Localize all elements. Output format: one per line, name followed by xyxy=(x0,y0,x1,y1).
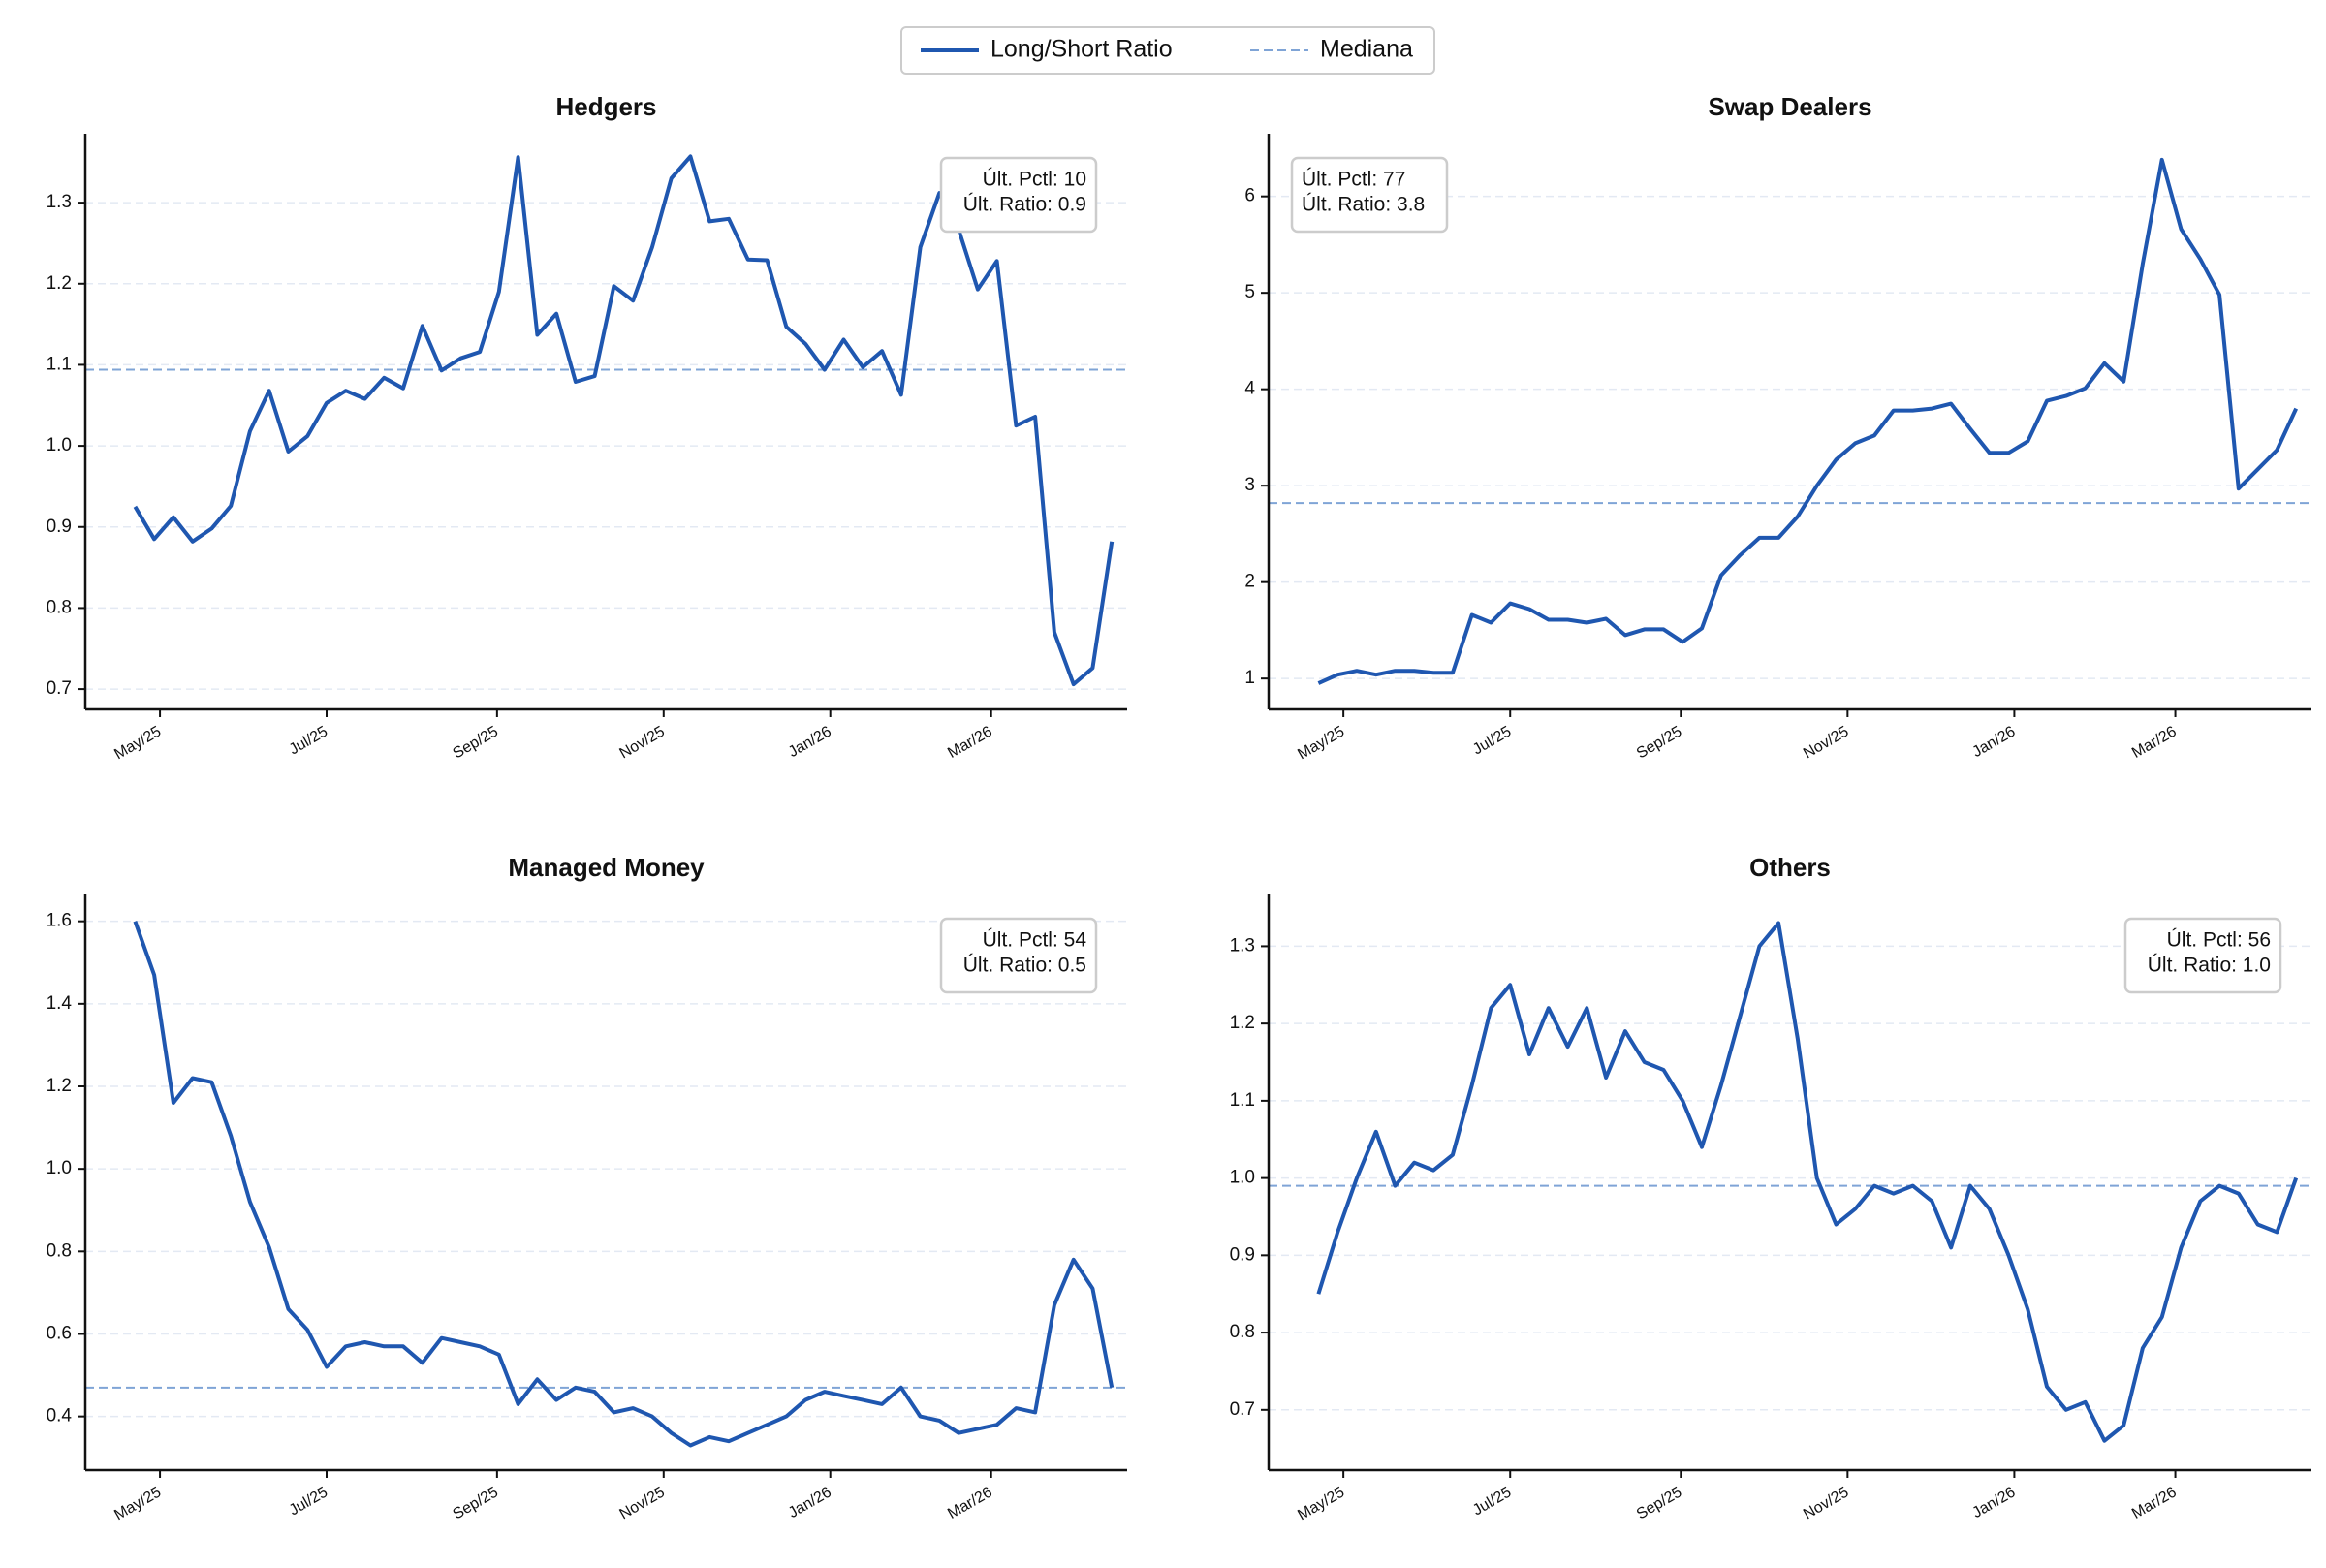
annotation-text: Últ. Ratio: 0.9 xyxy=(963,194,1086,216)
annotation-box xyxy=(939,917,1098,994)
ratio-line xyxy=(133,921,1115,1448)
y-tick-label: 0.6 xyxy=(47,1323,72,1343)
y-tick-label: 1.3 xyxy=(1230,935,1255,956)
y-tick-label: 0.9 xyxy=(47,517,72,537)
y-tick-label: 1.6 xyxy=(47,911,72,931)
y-tick-label: 0.8 xyxy=(47,597,72,617)
subplot-title: Hedgers xyxy=(555,92,656,121)
y-tick-label: 1.4 xyxy=(47,993,73,1014)
y-tick-label: 2 xyxy=(1244,572,1255,592)
annotation-text: Últ. Pctl: 54 xyxy=(983,929,1087,952)
subplot-title: Managed Money xyxy=(508,853,705,882)
annotation-text: Últ. Ratio: 3.8 xyxy=(1302,194,1425,216)
y-tick-label: 1.2 xyxy=(47,1076,72,1096)
legend: Long/Short Ratio Mediana xyxy=(900,26,1435,75)
annotation-box xyxy=(2123,917,2282,994)
annotation-text: Últ. Ratio: 0.5 xyxy=(963,955,1086,977)
y-tick-label: 1.3 xyxy=(47,192,72,212)
y-tick-label: 3 xyxy=(1244,475,1255,495)
y-tick-label: 0.8 xyxy=(1230,1322,1255,1342)
annotation-box xyxy=(1290,156,1449,234)
y-tick-label: 0.4 xyxy=(47,1406,73,1427)
y-tick-label: 1.2 xyxy=(1230,1013,1255,1033)
annotation-text: Últ. Pctl: 10 xyxy=(983,169,1086,191)
annotation-text: Últ. Pctl: 77 xyxy=(1302,169,1405,191)
y-tick-label: 1 xyxy=(1244,668,1255,688)
subplot-title: Others xyxy=(1749,853,1831,882)
y-tick-label: 5 xyxy=(1244,282,1255,302)
legend-label: Mediana xyxy=(1320,36,1413,63)
annotation-box xyxy=(939,156,1098,234)
y-tick-label: 0.9 xyxy=(1230,1244,1255,1265)
y-tick-label: 1.2 xyxy=(47,273,72,294)
y-tick-label: 0.7 xyxy=(47,678,72,699)
annotation-text: Últ. Ratio: 1.0 xyxy=(2148,955,2271,977)
y-tick-label: 1.0 xyxy=(47,1158,72,1178)
legend-label: Long/Short Ratio xyxy=(990,36,1173,63)
y-tick-label: 4 xyxy=(1244,379,1255,399)
subplot-title: Swap Dealers xyxy=(1708,92,1871,121)
ratio-line xyxy=(1316,921,2299,1443)
y-tick-label: 1.1 xyxy=(1230,1090,1255,1111)
annotation-text: Últ. Pctl: 56 xyxy=(2167,929,2271,952)
y-tick-label: 6 xyxy=(1244,186,1255,206)
ratio-line xyxy=(1317,157,2299,685)
y-tick-label: 1.0 xyxy=(1230,1168,1255,1188)
y-tick-label: 0.8 xyxy=(47,1240,72,1261)
legend-box xyxy=(900,26,1435,75)
y-tick-label: 0.7 xyxy=(1230,1399,1255,1420)
y-tick-label: 1.1 xyxy=(47,354,72,374)
y-tick-label: 1.0 xyxy=(47,435,72,455)
